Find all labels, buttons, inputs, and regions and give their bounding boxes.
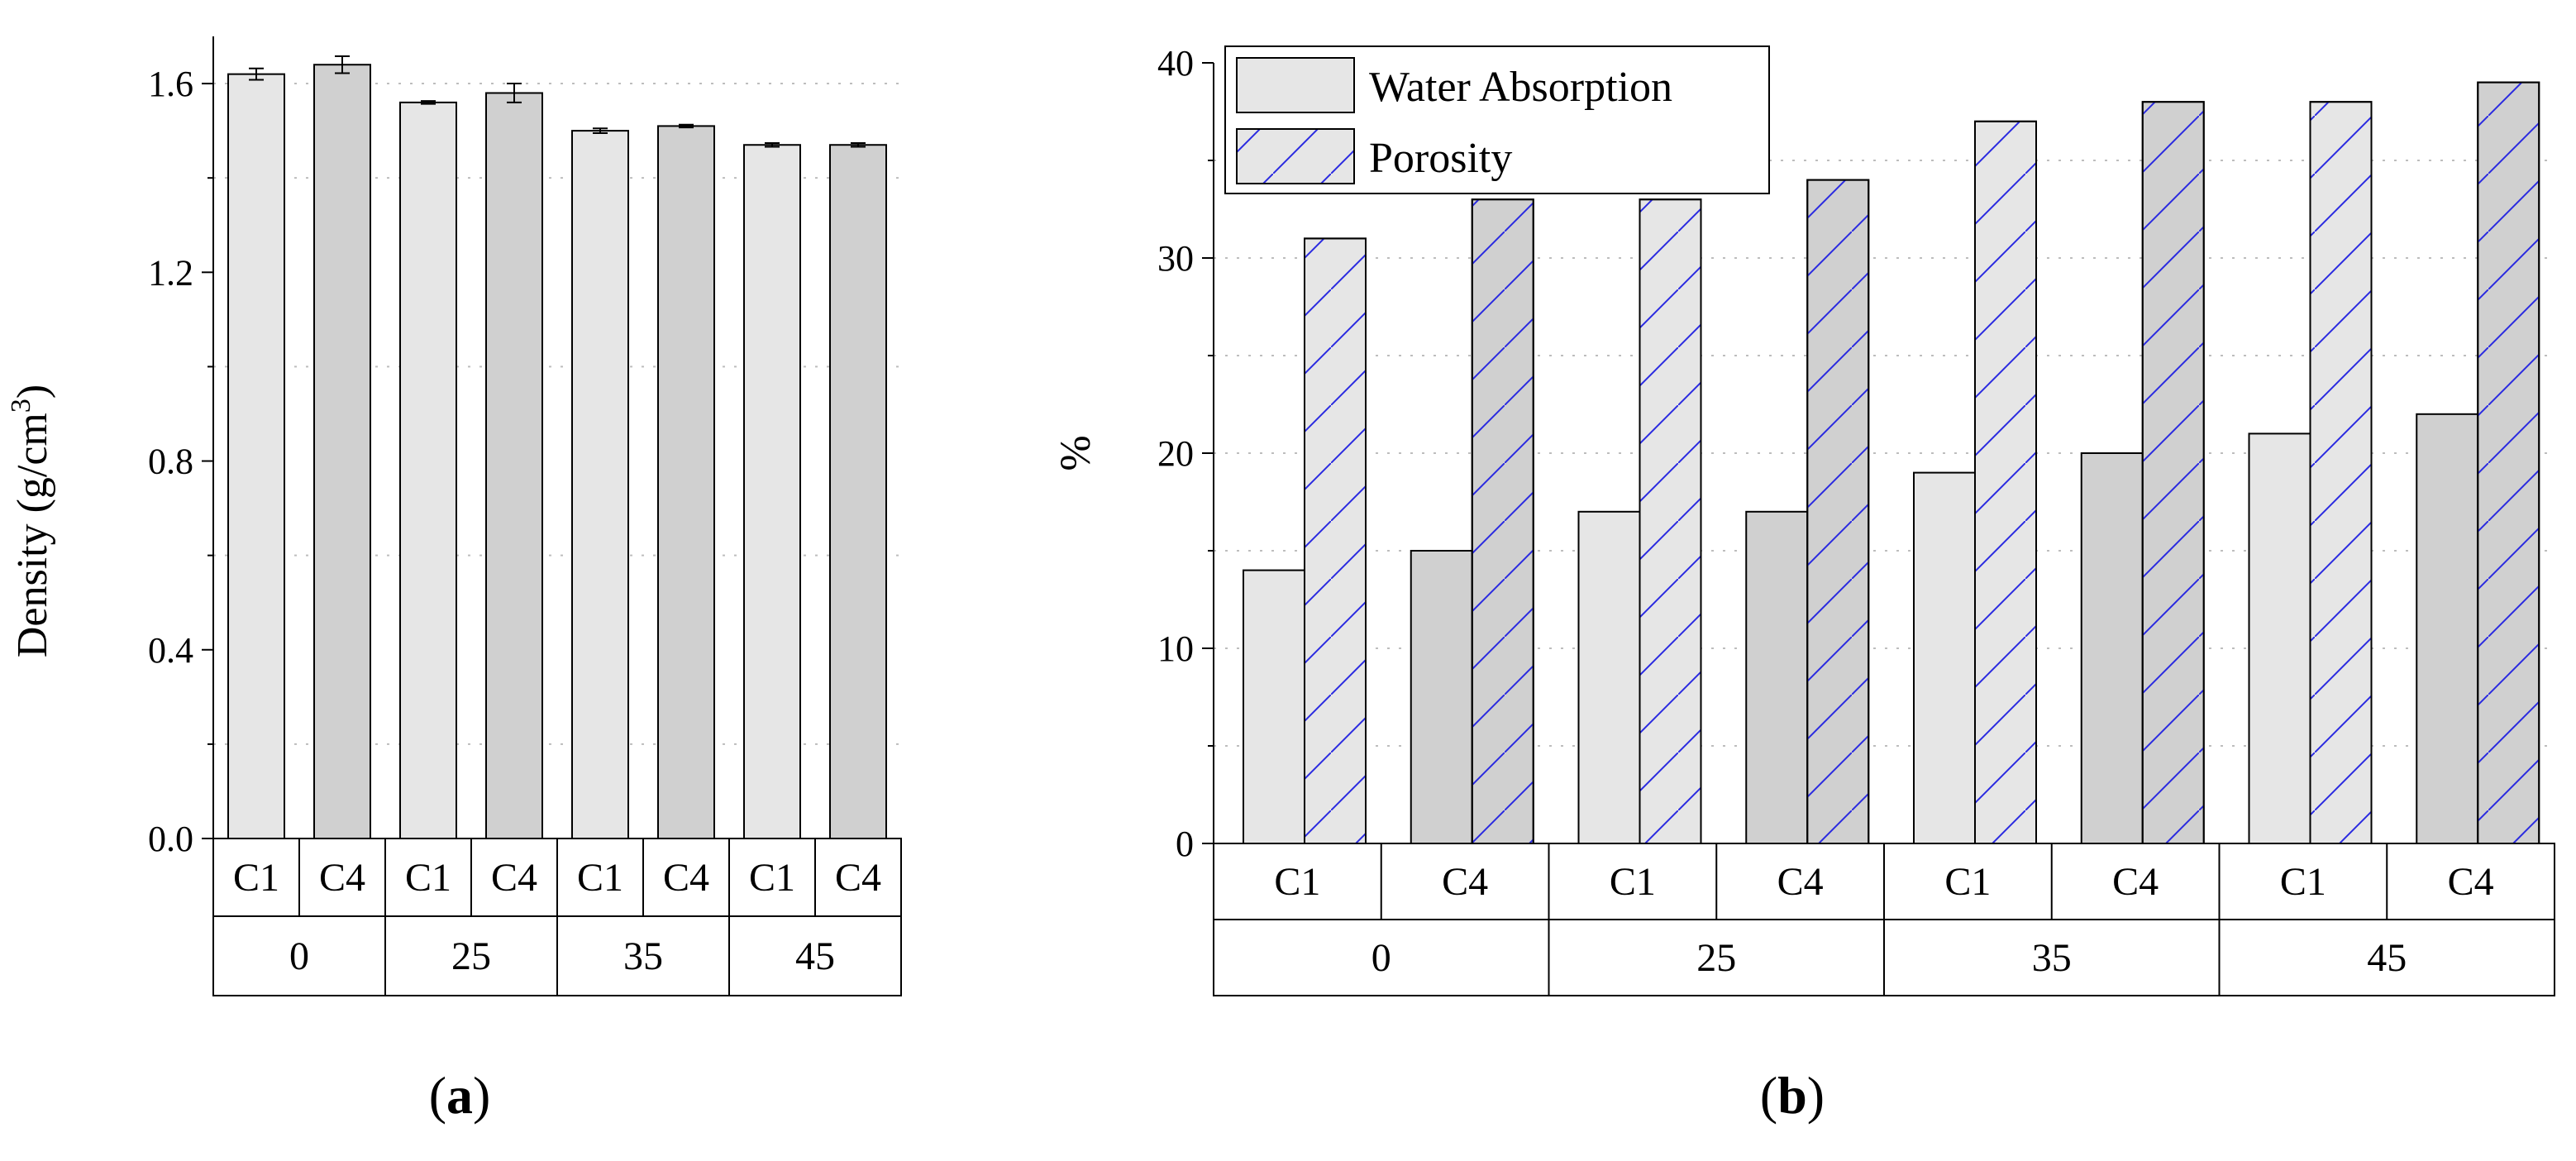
y-tick-label: 30 — [1157, 238, 1194, 279]
water-absorption-bar-45-c4 — [2416, 413, 2479, 844]
group-label: 25 — [1696, 936, 1736, 980]
density-bar-35-c1 — [571, 130, 629, 839]
absorption-category-table: C1 C4 C1 C4 C1 C4 C1 C4 0 25 35 45 — [1213, 843, 2555, 996]
absorption-porosity-chart: 0 10 20 30 40 C1 C4 C1 C4 C1 C4 C1 C4 0 25 35 45 % Wate… — [1052, 43, 2555, 996]
subcategory-label: C1 — [1274, 860, 1320, 904]
water-absorption-bar-0-c4 — [1410, 550, 1473, 844]
absorption-y-ticks: 0 10 20 30 40 — [1157, 43, 1214, 864]
density-bar-25-c4 — [485, 92, 543, 840]
subcategory-label: C1 — [405, 856, 451, 900]
porosity-bar-hatch — [1806, 179, 1870, 845]
legend: Water Absorption Porosity — [1224, 45, 1770, 194]
legend-label-water-absorption: Water Absorption — [1369, 64, 1672, 111]
y-tick-label: 40 — [1157, 43, 1194, 84]
water-absorption-bar-45-c1 — [2248, 432, 2311, 845]
subcategory-label: C4 — [319, 856, 365, 900]
porosity-bar-hatch — [2477, 81, 2540, 845]
density-bar-35-c4 — [657, 125, 715, 840]
subcategory-label: C1 — [749, 856, 795, 900]
group-label: 0 — [289, 934, 309, 978]
subcategory-label: C1 — [1944, 860, 1991, 904]
percent-y-axis-title: % — [1052, 435, 1100, 471]
subcategory-label: C4 — [1442, 860, 1488, 904]
porosity-bar-hatch — [1304, 237, 1367, 844]
water-absorption-bar-25-c1 — [1577, 510, 1641, 844]
porosity-bar-hatch — [1974, 120, 2037, 845]
subcategory-label: C4 — [491, 856, 537, 900]
subcategory-label: C1 — [577, 856, 623, 900]
subcategory-label: C1 — [1610, 860, 1656, 904]
density-chart: 0.00.40.81.21.6 C1 C4 C1 C4 C1 C4 C1 C40 25 35 45 … — [6, 36, 902, 996]
group-label: 35 — [623, 934, 663, 978]
subcategory-label: C1 — [233, 856, 279, 900]
subcategory-label: C4 — [663, 856, 709, 900]
porosity-bar-hatch — [1639, 198, 1702, 844]
subcategory-label: C4 — [835, 856, 881, 900]
y-tick-label: 1.6 — [148, 64, 193, 104]
legend-swatch-water-absorption — [1236, 57, 1355, 113]
y-tick-label: 20 — [1157, 433, 1194, 474]
porosity-bar-hatch — [2141, 101, 2205, 844]
y-tick-label: 0.0 — [148, 819, 193, 859]
group-label: 35 — [2032, 936, 2072, 980]
density-bar-45-c1 — [743, 144, 801, 839]
y-tick-label: 1.2 — [148, 252, 193, 293]
panel-label-b: (b) — [1760, 1066, 1825, 1125]
density-bars — [227, 55, 887, 840]
density-bar-0-c4 — [313, 64, 371, 839]
subcategory-label: C4 — [2448, 860, 2494, 904]
density-y-ticks: 0.0 0.4 0.8 1.2 1.6 — [148, 64, 213, 859]
porosity-bar-hatch — [1471, 198, 1534, 844]
group-label: 25 — [451, 934, 491, 978]
subcategory-label: C4 — [2112, 860, 2159, 904]
density-bar-25-c1 — [399, 101, 457, 840]
y-tick-label: 10 — [1157, 628, 1194, 669]
group-label: 45 — [2367, 936, 2407, 980]
group-label: 0 — [1371, 936, 1391, 980]
water-absorption-bar-25-c4 — [1745, 510, 1809, 844]
water-absorption-bar-35-c4 — [2080, 452, 2144, 844]
panel-label-a: (a) — [429, 1066, 491, 1125]
legend-swatch-porosity-hatch — [1236, 128, 1355, 184]
y-tick-label: 0.4 — [148, 630, 193, 671]
subcategory-label: C4 — [1777, 860, 1824, 904]
y-tick-label: 0 — [1176, 824, 1194, 864]
porosity-bar-hatch — [2309, 101, 2373, 844]
legend-label-porosity: Porosity — [1369, 135, 1512, 182]
density-bar-45-c4 — [829, 144, 887, 839]
absorption-porosity-bars — [1243, 81, 2540, 845]
group-label: 45 — [795, 934, 835, 978]
subcategory-label: C1 — [2280, 860, 2326, 904]
density-category-table: C1 C4 C1 C4 C1 C4 C1 C40 25 35 45 — [212, 838, 902, 996]
density-bar-0-c1 — [227, 73, 285, 840]
density-y-axis-title: Density (g/cm3) — [6, 385, 56, 657]
water-absorption-bar-35-c1 — [1913, 471, 1976, 844]
water-absorption-bar-0-c1 — [1243, 569, 1305, 844]
y-tick-label: 0.8 — [148, 442, 193, 482]
